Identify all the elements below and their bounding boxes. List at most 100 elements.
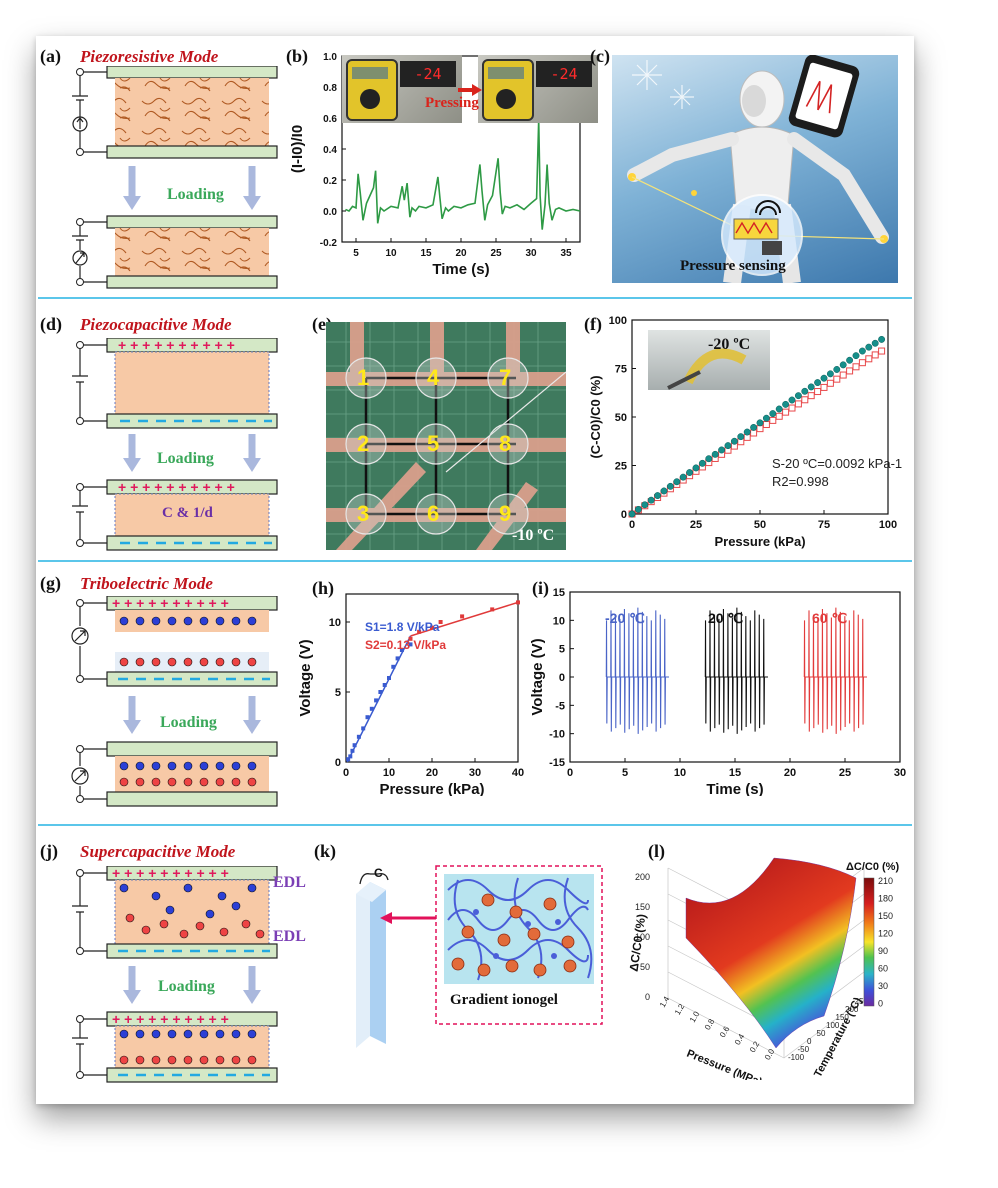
panel-g-loading: Loading (160, 714, 217, 731)
data-point-filled-circle (762, 414, 770, 422)
panel-k-label: (k) (314, 841, 336, 861)
y-tick-label: 0 (335, 757, 341, 769)
data-point-open-square (846, 367, 854, 375)
data-point-filled-circle (794, 392, 802, 400)
z-tick-label: 100 (635, 932, 650, 942)
data-point-open-square (782, 408, 790, 416)
data-point-filled-circle (846, 356, 854, 364)
y-tick-label: 200 (845, 1005, 859, 1014)
colorbar-tick-label: 60 (878, 964, 888, 974)
fit-line-s2 (410, 601, 519, 637)
inset-bent-sensor-photo: -20 ºC (648, 330, 770, 390)
panel-g-diagram: + + + + + + + + + + (71, 596, 278, 807)
data-point (356, 734, 361, 739)
data-point-open-square (756, 425, 764, 433)
y-tick-label: 10 (329, 617, 341, 629)
data-point-filled-circle (782, 400, 790, 408)
x-tick-label: 5 (622, 767, 628, 779)
data-point-filled-circle (839, 361, 847, 369)
data-point (369, 706, 374, 711)
data-point-filled-circle (878, 335, 886, 343)
x-axis-label: Time (s) (432, 261, 489, 278)
capacitance-formula: C & 1/d (162, 505, 213, 521)
array-number-1: 1 (357, 365, 370, 390)
data-point (516, 600, 520, 605)
chart-i: 0 5 10 15 20 25 30 -15 -10 -5 0 5 10 15 Time (s) Voltag… (530, 587, 906, 796)
data-point-filled-circle (692, 464, 700, 472)
x-tick-label: 0 (629, 519, 635, 531)
data-point-open-square (794, 400, 802, 408)
data-point-filled-circle (718, 446, 726, 454)
panel-j-diagram: + + + + + + + + + + + + + + + + + + + + (72, 866, 278, 1083)
panel-g-label: (g) (40, 573, 61, 593)
data-point-open-square (762, 421, 770, 429)
panel-d-label: (d) (40, 314, 62, 334)
y-tick-label: 10 (553, 615, 565, 627)
row-divider (38, 560, 912, 562)
panel-d-diagram: + + + + + + + + + + + + + + + + + + + + (72, 338, 278, 551)
array-number-9: 9 (499, 501, 512, 526)
multimeter-photo-after: -24 (478, 55, 598, 123)
y-tick-label: 0.2 (323, 176, 337, 187)
data-point-filled-circle (871, 339, 879, 347)
x-tick-label: 10 (385, 248, 397, 259)
data-point (361, 726, 366, 731)
colorbar-tick-label: 210 (878, 876, 893, 886)
colorbar-tick-label: 180 (878, 894, 893, 904)
row-divider (38, 297, 912, 299)
array-number-6: 6 (427, 501, 440, 526)
data-point-filled-circle (737, 433, 745, 441)
lcd-readout: -24 (536, 61, 592, 87)
y-tick-label: 0.0 (323, 207, 337, 218)
temp-label-60: 60 ℃ (812, 610, 848, 626)
x-tick-label: 50 (754, 519, 766, 531)
data-point-open-square (807, 392, 815, 400)
svg-text:+ + + + + + + + + +: + + + + + + + + + + (118, 338, 235, 353)
gradient-ionogel-caption: Gradient ionogel (450, 992, 558, 1008)
x-tick-label: 20 (426, 767, 438, 779)
x-tick-label: 0.0 (763, 1047, 777, 1062)
y-tick-label: -5 (555, 700, 565, 712)
z-tick-label: 200 (635, 872, 650, 882)
data-point (417, 629, 422, 634)
panel-f-label: (f) (584, 314, 602, 334)
y-tick-label: -50 (798, 1045, 810, 1054)
data-point-open-square (833, 375, 841, 383)
data-point-filled-circle (756, 419, 764, 427)
y-axis-label: Voltage (V) (297, 639, 314, 716)
x-tick-label: 0 (567, 767, 573, 779)
data-point (346, 757, 351, 762)
x-tick-label: 30 (894, 767, 906, 779)
panel-b-label: (b) (286, 46, 308, 66)
data-point-filled-circle (628, 510, 636, 518)
data-point-filled-circle (679, 473, 687, 481)
y-tick-label: -100 (788, 1053, 805, 1062)
panel-d-title: Piezocapacitive Mode (80, 315, 232, 334)
panel-a-title: Piezoresistive Mode (80, 47, 219, 66)
temp-label-minus20: -20 ℃ (605, 610, 645, 626)
array-number-3: 3 (357, 501, 370, 526)
data-point-filled-circle (698, 459, 706, 467)
x-tick-label: 0.6 (718, 1024, 732, 1039)
data-point (438, 620, 443, 624)
data-point-filled-circle (673, 478, 681, 486)
x-tick-label: 10 (674, 767, 686, 779)
data-point-filled-circle (750, 423, 758, 431)
data-point-filled-circle (743, 428, 751, 436)
x-tick-label: 35 (560, 248, 572, 259)
data-point-filled-circle (858, 347, 866, 355)
data-point (395, 656, 400, 661)
x-tick-label: 30 (469, 767, 481, 779)
data-point (352, 743, 357, 748)
pressing-label: Pressing (425, 95, 479, 111)
data-point (365, 715, 370, 720)
array-number-7: 7 (499, 365, 512, 390)
data-point (350, 748, 355, 753)
x-tick-label: 1.0 (688, 1009, 702, 1024)
z-tick-label: 0 (645, 992, 650, 1002)
z-tick-label: 150 (635, 902, 650, 912)
current-trace (345, 119, 581, 230)
panel-e-sensor-array-photo: 1 2 3 4 5 6 7 8 9 -10 ºC (326, 322, 566, 550)
panel-a-diagram (72, 66, 278, 289)
panel-d-loading: Loading (157, 450, 214, 467)
